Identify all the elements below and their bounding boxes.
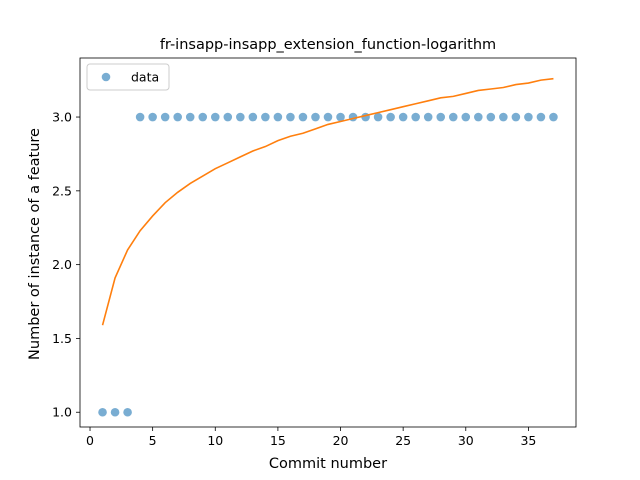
data-point xyxy=(524,112,533,122)
data-point xyxy=(185,112,195,122)
data-point xyxy=(461,112,471,122)
axes-frame xyxy=(79,57,577,428)
x-tick-label: 10 xyxy=(207,433,223,448)
data-point xyxy=(236,112,245,122)
fit-line xyxy=(101,77,554,326)
x-tick-label: 0 xyxy=(86,433,94,448)
data-point xyxy=(286,112,295,122)
y-tick-label: 3.0 xyxy=(52,110,72,125)
x-tick-label: 5 xyxy=(149,433,157,448)
data-point xyxy=(160,112,170,122)
data-point xyxy=(198,112,208,122)
y-tick-label: 1.0 xyxy=(52,405,72,420)
x-tick-label: 20 xyxy=(333,433,349,448)
x-tick-label: 25 xyxy=(395,433,411,448)
data-point xyxy=(298,112,308,122)
y-axis-label: Number of instance of a feature xyxy=(27,128,43,360)
data-point xyxy=(386,112,395,122)
data-point xyxy=(261,112,270,122)
data-point xyxy=(123,407,132,417)
data-point xyxy=(223,112,233,122)
legend-marker xyxy=(101,72,111,82)
x-tick-label: 30 xyxy=(458,433,474,448)
y-tick-label: 1.5 xyxy=(52,331,72,346)
data-point xyxy=(173,112,182,122)
data-point xyxy=(148,112,157,122)
data-point xyxy=(373,112,383,122)
data-point xyxy=(536,112,546,122)
chart-title: fr-insapp-insapp_extension_function-loga… xyxy=(160,37,496,53)
data-point xyxy=(398,112,408,122)
y-tick-label: 2.0 xyxy=(52,257,72,272)
data-point xyxy=(248,112,258,122)
x-tick-label: 15 xyxy=(270,433,286,448)
data-point xyxy=(423,112,433,122)
data-point xyxy=(336,112,345,122)
data-point xyxy=(273,112,283,122)
data-point xyxy=(474,112,483,122)
data-point xyxy=(210,112,220,122)
data-point xyxy=(511,112,521,122)
data-point xyxy=(499,112,508,122)
data-point xyxy=(323,112,333,122)
x-axis-label: Commit number xyxy=(269,456,387,472)
y-tick-label: 2.5 xyxy=(52,183,72,198)
plot-area: 0 5 10 15 20 25 30 35 1.0 1.5 2.0 2.5 3.0 data xyxy=(52,57,577,448)
data-point xyxy=(311,112,320,122)
data-point xyxy=(549,112,558,122)
data-point xyxy=(448,112,458,122)
data-point xyxy=(486,112,496,122)
legend-label: data xyxy=(131,70,159,85)
data-point xyxy=(98,407,107,417)
data-point xyxy=(436,112,446,122)
data-point xyxy=(110,407,120,417)
data-point xyxy=(411,112,420,122)
data-point xyxy=(135,112,145,122)
legend-box xyxy=(86,63,170,91)
x-tick-label: 35 xyxy=(520,433,536,448)
